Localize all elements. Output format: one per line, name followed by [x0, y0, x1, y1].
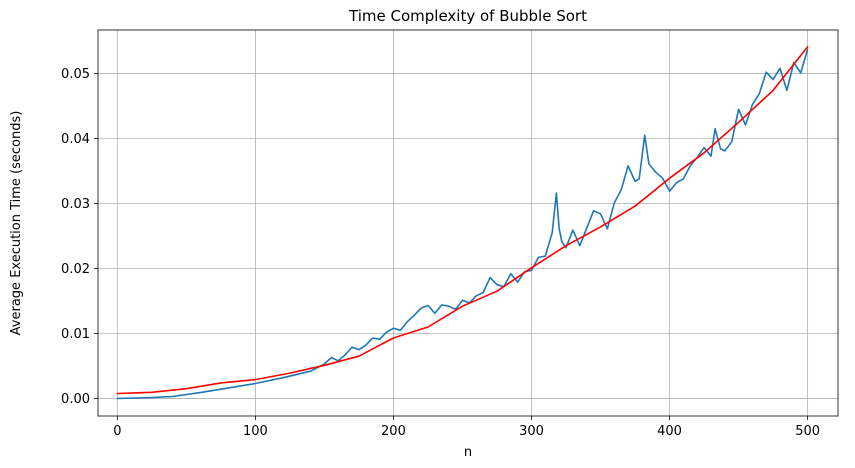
chart-title: Time Complexity of Bubble Sort: [348, 7, 587, 25]
measured-time-line: [116, 48, 809, 400]
plot-area: [98, 30, 838, 416]
series-layer: [116, 46, 809, 400]
y-axis-label: Average Execution Time (seconds): [9, 111, 24, 336]
x-tick-label: 400: [657, 424, 682, 439]
plot-frame: [97, 29, 839, 417]
y-tick-label: 0.00: [61, 392, 90, 407]
fit-curve-line: [116, 46, 809, 395]
x-axis-ticks: 0 100 200 300 400 500: [113, 416, 820, 439]
y-tick-label: 0.01: [61, 327, 90, 342]
y-tick-label: 0.05: [61, 67, 90, 82]
grid-lines: [98, 30, 838, 416]
y-tick-label: 0.03: [61, 197, 90, 212]
x-axis-label: n: [464, 445, 472, 460]
x-tick-label: 200: [381, 424, 406, 439]
y-tick-label: 0.02: [61, 262, 90, 277]
x-tick-label: 300: [519, 424, 544, 439]
y-tick-label: 0.04: [61, 132, 90, 147]
y-axis-ticks: 0.00 0.01 0.02 0.03 0.04 0.05: [61, 67, 98, 407]
x-tick-label: 0: [113, 424, 121, 439]
x-tick-label: 100: [243, 424, 268, 439]
x-tick-label: 500: [795, 424, 820, 439]
